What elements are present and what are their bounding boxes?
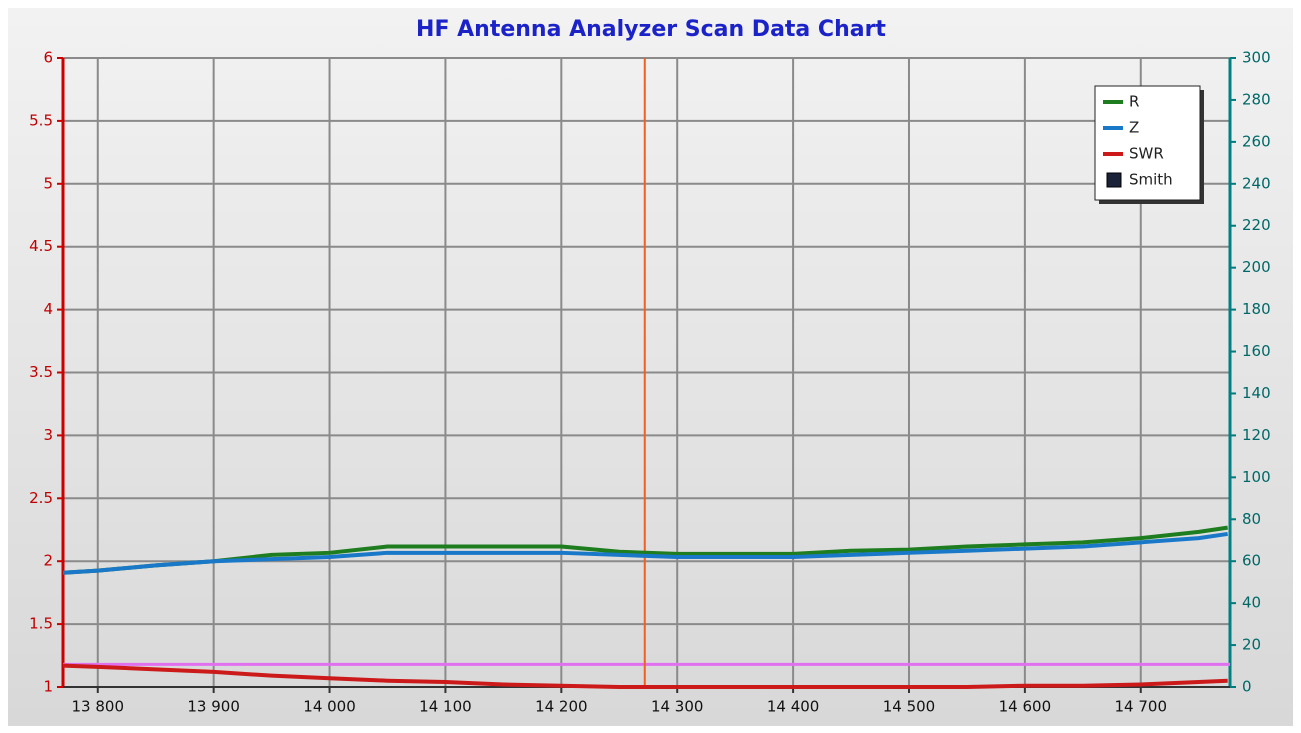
y2-tick-label: 100 — [1242, 468, 1271, 486]
legend-label: Smith — [1129, 171, 1173, 189]
x-tick-label: 14 500 — [883, 698, 936, 716]
legend-label: R — [1129, 93, 1139, 111]
y-tick-label: 1.5 — [29, 615, 53, 633]
y2-tick-label: 260 — [1242, 132, 1271, 150]
y2-tick-label: 80 — [1242, 510, 1261, 528]
y-tick-label: 2 — [43, 552, 53, 570]
y2-tick-label: 0 — [1242, 678, 1252, 696]
chart-title: HF Antenna Analyzer Scan Data Chart — [416, 17, 886, 42]
y2-tick-label: 220 — [1242, 216, 1271, 234]
legend-swatch — [1106, 172, 1122, 188]
x-tick-label: 14 000 — [303, 698, 356, 716]
y2-tick-label: 160 — [1242, 342, 1271, 360]
y2-tick-label: 300 — [1242, 49, 1271, 67]
y2-tick-label: 120 — [1242, 426, 1271, 444]
series-line — [62, 663, 1228, 689]
y-tick-label: 5 — [43, 174, 53, 192]
y2-tick-label: 240 — [1242, 174, 1271, 192]
y-tick-label: 2.5 — [29, 489, 53, 507]
legend-label: Z — [1129, 119, 1139, 137]
y-tick-label: 6 — [43, 49, 53, 67]
x-tick-label: 14 700 — [1115, 698, 1168, 716]
x-tick-label: 13 800 — [72, 698, 125, 716]
y-tick-label: 3 — [43, 426, 53, 444]
y-tick-label: 5.5 — [29, 111, 53, 129]
x-tick-label: 14 300 — [651, 698, 704, 716]
x-tick-label: 14 100 — [419, 698, 472, 716]
y2-tick-label: 140 — [1242, 384, 1271, 402]
x-tick-label: 13 900 — [187, 698, 240, 716]
series-line — [62, 525, 1228, 575]
y-tick-label: 4 — [43, 300, 53, 318]
y2-tick-label: 180 — [1242, 300, 1271, 318]
y2-tick-label: 200 — [1242, 258, 1271, 276]
y-tick-label: 1 — [43, 678, 53, 696]
y2-tick-label: 20 — [1242, 636, 1261, 654]
x-tick-label: 14 600 — [999, 698, 1052, 716]
x-tick-label: 14 200 — [535, 698, 588, 716]
legend-label: SWR — [1129, 145, 1164, 163]
series-line — [62, 531, 1228, 575]
y-tick-label: 3.5 — [29, 363, 53, 381]
x-tick-label: 14 400 — [767, 698, 820, 716]
y2-tick-label: 40 — [1242, 594, 1261, 612]
background — [8, 8, 1293, 726]
y2-tick-label: 280 — [1242, 90, 1271, 108]
y-tick-label: 4.5 — [29, 237, 53, 255]
y2-tick-label: 60 — [1242, 552, 1261, 570]
